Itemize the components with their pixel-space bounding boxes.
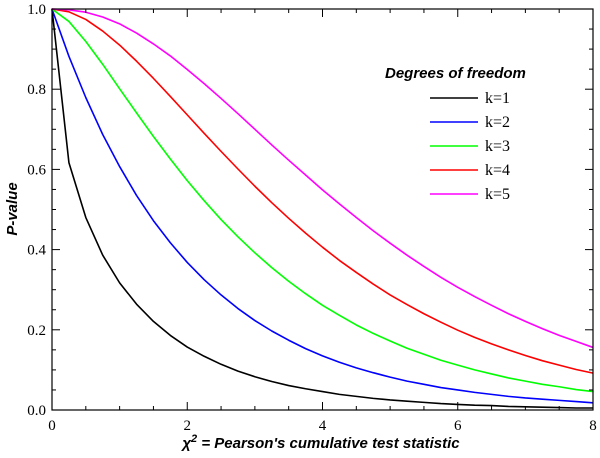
y-tick-label: 0.2 bbox=[27, 323, 46, 339]
chart-series-group bbox=[51, 8, 594, 409]
y-tick-label: 0.4 bbox=[27, 243, 46, 259]
series-line-k3 bbox=[51, 8, 594, 393]
legend-label-k4: k=4 bbox=[485, 162, 510, 179]
legend: Degrees of freedom k=1 k=2 k=3 k=4 k=5 bbox=[385, 65, 526, 203]
legend-label-k2: k=2 bbox=[485, 114, 510, 131]
x-tick-label: 2 bbox=[184, 418, 192, 434]
y-tick-label: 0.6 bbox=[27, 162, 46, 178]
x-tick-label: 4 bbox=[319, 418, 327, 434]
tick-labels-group: 0 2 4 6 8 0.0 0.2 0.4 0.6 0.8 1.0 bbox=[27, 2, 597, 434]
legend-label-k3: k=3 bbox=[485, 138, 510, 155]
x-tick-label: 0 bbox=[48, 418, 56, 434]
x-axis-title: χ2 = Pearson's cumulative test statistic bbox=[180, 433, 460, 452]
axis-ticks-group bbox=[51, 8, 594, 411]
y-tick-label: 1.0 bbox=[27, 2, 46, 18]
series-line-k2 bbox=[51, 8, 594, 404]
legend-title: Degrees of freedom bbox=[385, 65, 526, 82]
series-line-k5 bbox=[51, 8, 594, 349]
y-tick-label: 0.8 bbox=[27, 82, 46, 98]
x-axis-title-sup: 2 bbox=[190, 433, 197, 445]
y-axis-title: P-value bbox=[4, 182, 21, 235]
x-axis-title-rest: = Pearson's cumulative test statistic bbox=[197, 435, 460, 452]
x-tick-label: 8 bbox=[589, 418, 597, 434]
legend-label-k1: k=1 bbox=[485, 90, 510, 107]
x-tick-label: 6 bbox=[454, 418, 462, 434]
series-line-k1 bbox=[51, 8, 593, 409]
legend-label-k5: k=5 bbox=[485, 186, 510, 203]
y-tick-label: 0.0 bbox=[27, 403, 46, 419]
series-line-k4 bbox=[51, 8, 594, 374]
x-axis-title-main: χ bbox=[180, 435, 192, 452]
